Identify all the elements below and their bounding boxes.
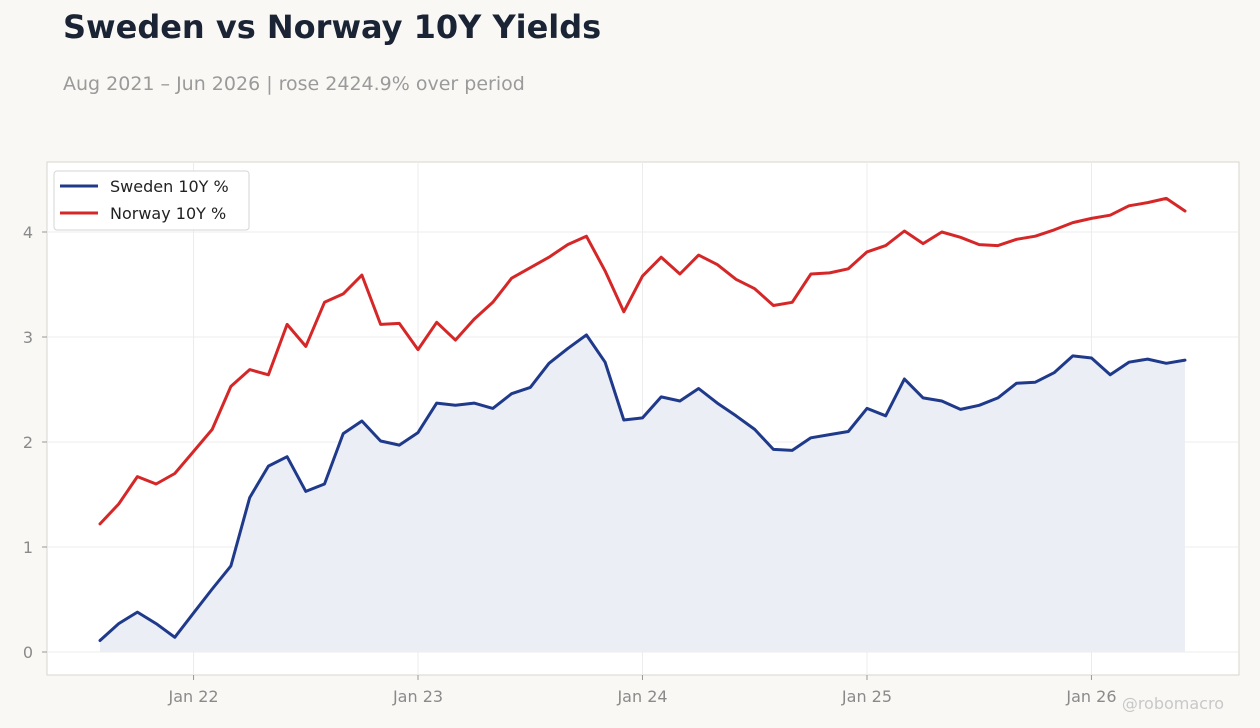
x-tick-label: Jan 24 (616, 687, 667, 706)
x-tick-label: Jan 22 (167, 687, 218, 706)
series-line-norway (98, 196, 1187, 526)
legend-label: Norway 10Y % (110, 204, 226, 223)
y-tick-label: 3 (23, 328, 33, 347)
legend: Sweden 10Y % Norway 10Y % (53, 170, 250, 231)
x-tick-label: Jan 23 (392, 687, 443, 706)
legend-box (53, 170, 250, 231)
series-line-sweden (98, 333, 1187, 642)
x-tick-label: Jan 26 (1065, 687, 1116, 706)
chart-title: Sweden vs Norway 10Y Yields (63, 8, 602, 46)
y-tick-label: 2 (23, 433, 33, 452)
y-tick-label: 0 (23, 643, 33, 662)
x-tick-label: Jan 25 (841, 687, 892, 706)
legend-label: Sweden 10Y % (110, 177, 229, 196)
y-tick-label: 1 (23, 538, 33, 557)
series-area-sweden (100, 334, 1185, 652)
chart-subtitle: Aug 2021 – Jun 2026 | rose 2424.9% over … (63, 73, 525, 95)
y-tick-label: 4 (23, 223, 33, 242)
watermark: @robomacro (1121, 694, 1224, 713)
